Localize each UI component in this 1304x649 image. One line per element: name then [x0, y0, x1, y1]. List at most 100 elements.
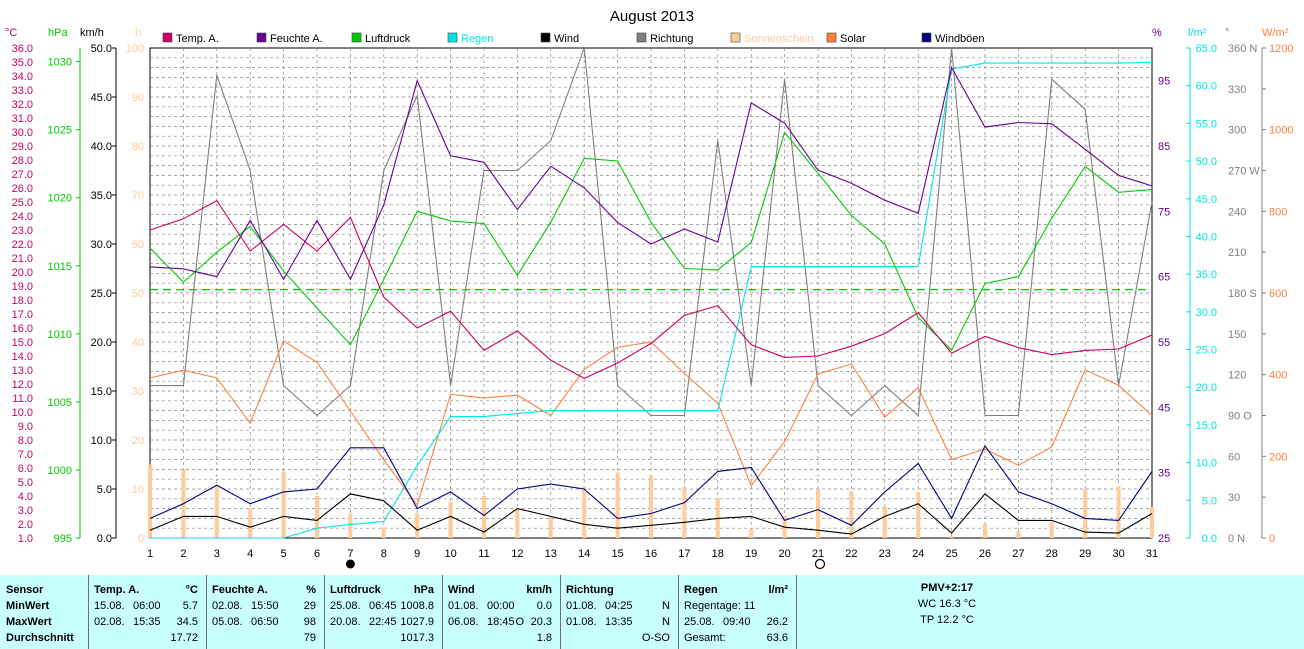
full-moon-icon — [345, 559, 355, 569]
pressure-tick-label: 995 — [54, 533, 72, 545]
wind-header: Wind — [448, 584, 475, 596]
label-max: MaxWert — [6, 616, 52, 628]
rain-max-date: 25.08. — [684, 616, 715, 628]
wind-tick-label: 5.0 — [97, 484, 112, 496]
pressure-tick-label: 1015 — [48, 261, 72, 273]
stats-col-labels: Sensor MinWert MaxWert Durchschnitt — [0, 575, 89, 649]
temp-tick-label: 23.0 — [12, 225, 33, 237]
solar-tick-label: 600 — [1269, 288, 1287, 300]
wind-min-date: 01.08. — [448, 600, 479, 612]
solar-tick-label: 0 — [1269, 533, 1275, 545]
direction-tick-label: 60 — [1228, 451, 1240, 463]
press-max-value: 1027.9 — [400, 616, 434, 628]
temp-tick-label: 3.0 — [18, 505, 33, 517]
solar-unit-label: W/m² — [1262, 27, 1289, 39]
temp-tick-label: 2.0 — [18, 519, 33, 531]
temp-max-value: 34.5 — [176, 616, 198, 628]
x-tick-label: 29 — [1079, 548, 1091, 560]
temp-tick-label: 12.0 — [12, 379, 33, 391]
x-tick-label: 5 — [281, 548, 287, 560]
rain-tick-label: 30.0 — [1196, 307, 1217, 319]
x-tick-label: 28 — [1046, 548, 1058, 560]
series-lines — [149, 47, 1153, 539]
legend-swatch — [826, 32, 837, 43]
pressure-tick-label: 1020 — [48, 193, 72, 205]
press-min-value: 1008.8 — [400, 600, 434, 612]
temp-tick-label: 33.0 — [12, 85, 33, 97]
sunshine-bar — [482, 495, 486, 538]
series-line-windb-en — [149, 444, 1153, 526]
temp-tick-label: 31.0 — [12, 113, 33, 125]
wind-min-time: 00:00 — [487, 600, 515, 612]
wind-tick-label: 30.0 — [91, 239, 112, 251]
rain-header: Regen — [684, 584, 718, 596]
dir-max-date: 01.08. — [566, 616, 597, 628]
temp-max-time: 15:35 — [133, 616, 161, 628]
direction-tick-label: 360 N — [1228, 43, 1257, 55]
x-tick-label: 25 — [945, 548, 957, 560]
humidity-unit-label: % — [1152, 27, 1162, 39]
sunshine-bar — [849, 490, 854, 538]
humidity-tick-label: 25 — [1158, 533, 1170, 545]
dir-max-time: 13:35 — [605, 616, 633, 628]
solar-tick-label: 1200 — [1269, 43, 1293, 55]
temp-tick-label: 28.0 — [12, 155, 33, 167]
stats-col-temp: Temp. A. °C 15.08. 06:00 5.7 02.08. 15:35 34.… — [89, 575, 207, 649]
x-tick-label: 26 — [979, 548, 991, 560]
temp-tick-label: 16.0 — [12, 323, 33, 335]
direction-tick-label: 210 — [1228, 247, 1246, 259]
wind-tick-label: 40.0 — [91, 141, 112, 153]
direction-tick-label: 330 — [1228, 84, 1246, 96]
rain-tick-label: 50.0 — [1196, 156, 1217, 168]
hum-min-time: 15:50 — [251, 600, 279, 612]
rain-tick-label: 0.0 — [1202, 533, 1217, 545]
sun-tick-label: 0 — [138, 533, 144, 545]
sunshine-bar — [816, 489, 820, 538]
rain-tick-label: 10.0 — [1196, 458, 1217, 470]
x-tick-label: 12 — [511, 548, 523, 560]
legend-label: Solar — [840, 33, 866, 45]
humidity-tick-label: 35 — [1158, 468, 1170, 480]
wind-min-value: 0.0 — [536, 600, 552, 612]
sunshine-bar — [448, 501, 453, 538]
x-tick-label: 3 — [214, 548, 220, 560]
temp-tick-label: 15.0 — [12, 337, 33, 349]
temp-tick-label: 18.0 — [12, 295, 33, 307]
wind-tick-label: 50.0 — [91, 43, 112, 55]
rain-max-time: 09:40 — [723, 616, 751, 628]
rain-total-label: Gesamt: — [684, 632, 726, 644]
legend-swatch — [162, 32, 173, 43]
sun-tick-label: 80 — [132, 141, 144, 153]
solar-tick-label: 400 — [1269, 370, 1287, 382]
temp-tick-label: 32.0 — [12, 99, 33, 111]
stats-col-wind: Wind km/h 01.08. 00:00 0.0 06.08. 18:45 O 20.3… — [443, 575, 561, 649]
pressure-tick-label: 1010 — [48, 329, 72, 341]
solar-tick-label: 1000 — [1269, 125, 1293, 137]
dir-min-value: N — [662, 600, 670, 612]
rain-tick-label: 60.0 — [1196, 81, 1217, 93]
sunshine-bar — [749, 529, 754, 538]
sunshine-bar — [1016, 531, 1021, 538]
wind-tick-label: 45.0 — [91, 92, 112, 104]
press-unit: hPa — [413, 584, 434, 596]
pressure-unit-label: hPa — [48, 27, 68, 39]
pressure-tick-label: 1005 — [48, 397, 72, 409]
legend-swatch — [351, 32, 362, 43]
dewpoint-value: TP 12.2 °C — [920, 614, 974, 626]
x-tick-label: 19 — [745, 548, 757, 560]
windchill-value: WC 16.3 °C — [917, 598, 977, 610]
stats-col-extra: PMV+2:17 WC 16.3 °C TP 12.2 °C — [797, 575, 1304, 649]
series-line-feuchte-a- — [149, 66, 1153, 281]
rain-tick-label: 40.0 — [1196, 231, 1217, 243]
wind-unit: km/h — [526, 584, 552, 596]
temp-avg-value: 17.72 — [170, 632, 198, 644]
x-tick-label: 6 — [314, 548, 320, 560]
sunshine-bar — [548, 516, 553, 538]
x-tick-label: 18 — [712, 548, 724, 560]
legend: Temp. A. Feuchte A. Luftdruck Regen Wind Rich… — [162, 32, 985, 45]
temp-tick-label: 30.0 — [12, 127, 33, 139]
pressure-tick-label: 1030 — [48, 57, 72, 69]
direction-tick-label: 240 — [1228, 206, 1246, 218]
stats-col-pressure: Luftdruck hPa 25.08. 06:45 1008.8 20.08. 22:… — [325, 575, 443, 649]
x-tick-label: 11 — [478, 548, 489, 560]
